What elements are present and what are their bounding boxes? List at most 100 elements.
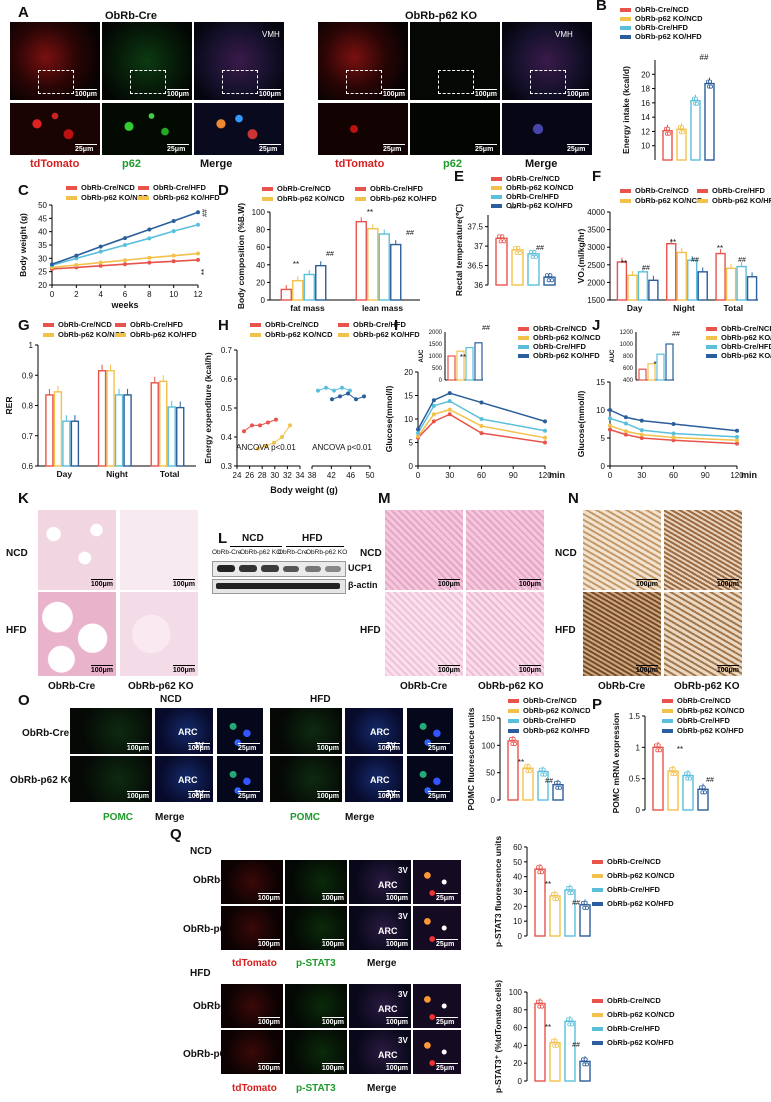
y-tick-label: 15 [596, 378, 605, 387]
col-ko-k: ObRb-p62 KO [128, 681, 194, 692]
panel-label-p: P [592, 696, 603, 713]
a-ko-p62-image: 100μm [410, 22, 500, 100]
inset-tick-label: 1500 [429, 342, 443, 348]
bar [280, 288, 292, 301]
data-point [543, 440, 547, 445]
arc-label: ARC [370, 775, 390, 785]
sig-mark: ## [545, 778, 553, 785]
data-point [266, 420, 270, 425]
scale-bar: 100μm [321, 941, 344, 948]
legend-swatch [355, 187, 366, 191]
panel-label-a: A [18, 4, 29, 21]
y-axis-label: p-STAT3⁺ (%tdTomato cells) [493, 980, 503, 1093]
y-tick-label: 5 [409, 439, 414, 448]
col-cre-k: ObRb-Cre [48, 681, 96, 692]
series-line [609, 428, 738, 445]
legend-entry: ObRb-Cre/HFD [712, 186, 765, 195]
data-point [552, 1043, 557, 1048]
legend-swatch [620, 17, 631, 21]
sig-mark: ** [367, 208, 373, 217]
data-point [678, 125, 683, 130]
data-point [546, 278, 551, 283]
y-tick-label: 1 [636, 743, 641, 752]
y-tick-label: 25 [38, 268, 47, 277]
arc-label: ARC [370, 727, 390, 737]
data-point [447, 391, 452, 396]
vmh-label: VMH [555, 30, 573, 39]
data-point [735, 441, 739, 446]
bar [746, 276, 758, 301]
x-axis-label: weeks [110, 300, 138, 310]
y-tick-label: 36.5 [467, 262, 483, 271]
3v-label: 3V [386, 741, 396, 750]
x-axis-label: Body weight (g) [270, 485, 338, 495]
bar [736, 265, 747, 301]
y-tick-label: 20 [513, 902, 522, 911]
scale-bar: 100μm [258, 91, 281, 98]
legend-swatch [697, 199, 708, 203]
blot-lane-1: ObRb-Cre [212, 549, 242, 556]
y-tick-label: 10 [513, 917, 522, 926]
data-point [346, 391, 350, 396]
data-point [534, 254, 539, 259]
x-tick-label: 0 [608, 471, 613, 480]
data-point [639, 418, 644, 423]
series-line [51, 259, 199, 270]
col-ko-m: ObRb-p62 KO [478, 681, 544, 692]
data-point [551, 1038, 556, 1043]
data-point [692, 96, 697, 101]
o-hfd-zoom-1: 25μm [407, 756, 453, 802]
3v-label: 3V [398, 1036, 408, 1045]
q-td-0: 100μm [221, 860, 283, 904]
data-point [555, 1043, 560, 1048]
data-point [538, 999, 543, 1004]
scale-bar: 100μm [90, 667, 113, 674]
bar [697, 271, 708, 301]
label-tdtomato: tdTomato [30, 158, 80, 170]
y-tick-label: 36 [474, 281, 483, 290]
x-tick-label: 0 [416, 471, 421, 480]
data-point [735, 428, 739, 433]
y-tick-label: 16 [641, 99, 650, 108]
a-cre-p62-zoom: 25μm [102, 103, 192, 155]
inset-tick-label: 1000 [429, 354, 443, 360]
col-ko-n: ObRb-p62 KO [674, 681, 740, 692]
inset-tick-label: 400 [623, 378, 634, 384]
a-ko-p62-zoom: 25μm [410, 103, 500, 155]
data-point [583, 1057, 588, 1062]
arc-label: ARC [378, 1004, 398, 1014]
data-point [695, 101, 700, 106]
legend-swatch [706, 327, 717, 331]
data-point [708, 79, 713, 84]
y-tick-label: 12 [641, 127, 650, 136]
data-point [566, 886, 571, 891]
legend-swatch [115, 323, 126, 327]
legend-entry: ObRb-p62 KO/NCD [607, 1010, 675, 1019]
y-tick-label: 60 [256, 243, 265, 252]
bar [292, 279, 304, 301]
sig-mark: ** [621, 259, 627, 268]
data-point [555, 785, 560, 790]
scale-bar: 25μm [428, 743, 450, 752]
bar [662, 130, 673, 161]
y-tick-label: 1.5 [629, 712, 641, 721]
inset-y-label: AUC [419, 349, 425, 363]
q-row-cre-hfd: ObRb-Cre [193, 1001, 241, 1012]
y-tick-label: 20 [404, 368, 413, 377]
x-tick-label: 120 [538, 471, 552, 480]
bar [123, 394, 132, 467]
data-point [583, 900, 588, 905]
scale-bar: 100μm [257, 895, 280, 902]
sig-mark: ## [326, 251, 334, 258]
data-point [123, 262, 127, 267]
y-axis-label: Energy expenditure (kcal/h) [203, 352, 213, 464]
scale-bar: 100μm [126, 793, 149, 800]
y-tick-label: 35 [38, 241, 47, 250]
row-ncd-m: NCD [360, 548, 382, 559]
x-tick-label: Night [673, 303, 695, 313]
y-tick-label: 50 [486, 769, 495, 778]
bar [564, 889, 576, 937]
legend-entry: ObRb-Cre/HFD [370, 184, 423, 193]
group-label-cre: ObRb-Cre [105, 10, 157, 22]
zoom-region-box [530, 70, 566, 94]
